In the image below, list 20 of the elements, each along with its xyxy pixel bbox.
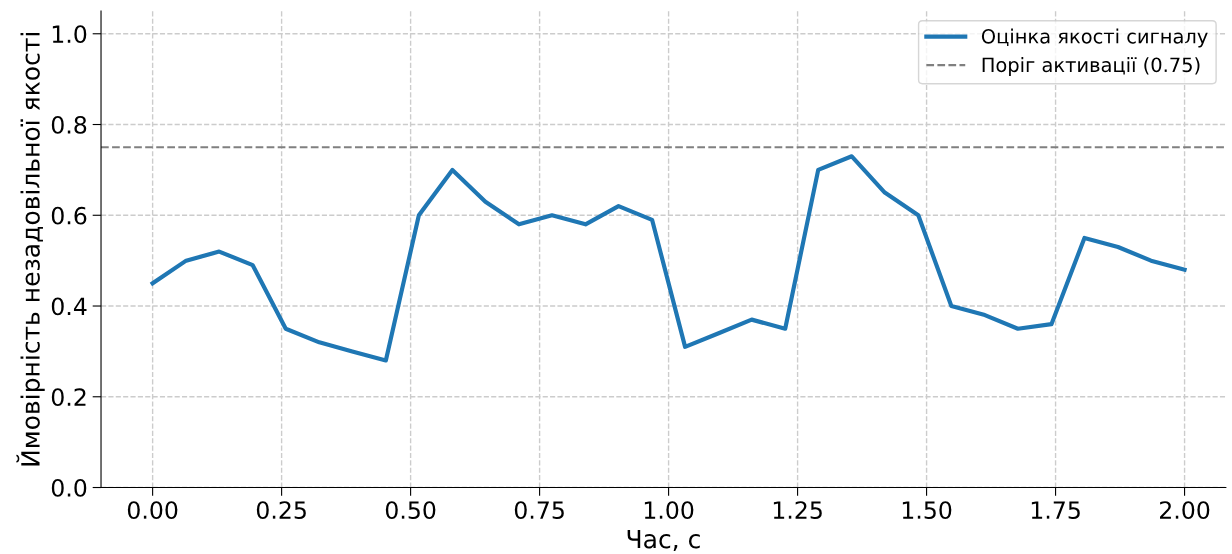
legend-label: Оцінка якості сигналу: [981, 28, 1208, 48]
x-tick-label: 1.50: [902, 501, 952, 519]
x-tick-label: 1.25: [773, 501, 822, 519]
line-series: [150, 154, 1187, 363]
y-tick-label: 0.0: [51, 478, 87, 497]
x-tick-label: 0.00: [127, 501, 178, 519]
y-tick-label: 0.4: [51, 297, 87, 316]
x-tick-label: 0.25: [256, 501, 306, 519]
y-tick-label: 1.0: [52, 25, 87, 44]
x-tick-label: 2.00: [1160, 501, 1210, 519]
x-axis-title: Час, с: [627, 529, 700, 552]
y-tick-label: 0.6: [51, 206, 87, 225]
y-tick-label: 0.2: [51, 388, 86, 407]
x-tick-label: 0.50: [385, 501, 436, 519]
x-tick-label: 0.75: [514, 501, 564, 519]
y-tick-label: 0.8: [51, 115, 87, 134]
x-tick-label: 1.75: [1031, 501, 1080, 519]
legend-label: Поріг активації (0.75): [982, 57, 1200, 76]
y-axis-title: Ймовірність незадовільної якості: [16, 33, 45, 466]
x-tick-label: 1.00: [644, 501, 694, 519]
